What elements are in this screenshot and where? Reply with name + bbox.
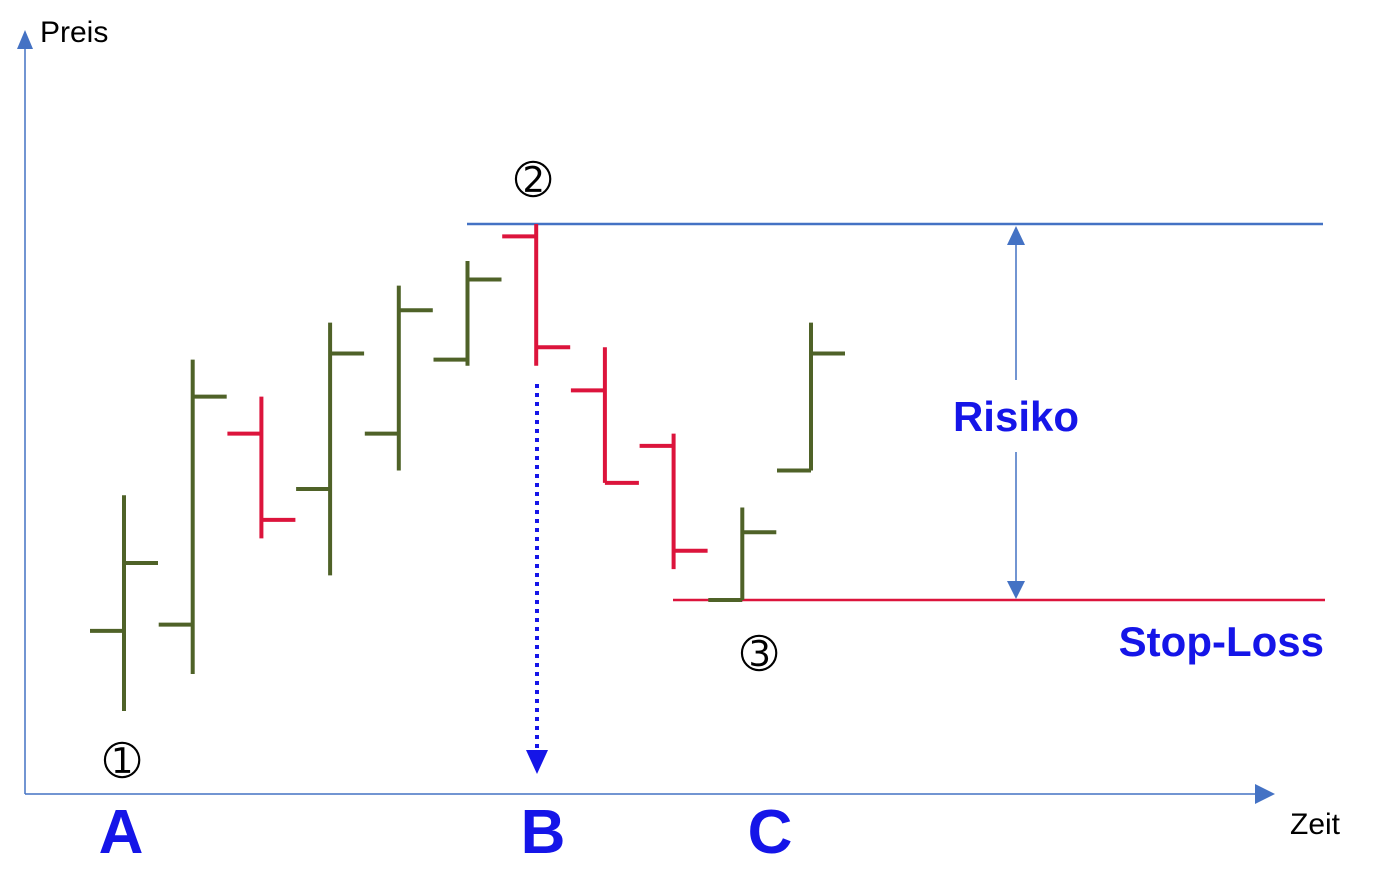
x-axis-arrow-icon bbox=[1255, 784, 1275, 804]
ohlc-bar bbox=[639, 433, 708, 570]
risk-arrow-down-icon bbox=[1007, 581, 1025, 599]
risk-label: Risiko bbox=[953, 393, 1079, 440]
point-label-a: A bbox=[99, 798, 144, 867]
ohlc-bar bbox=[90, 495, 158, 711]
marker-3: ➂ bbox=[741, 629, 778, 680]
dotted-arrow-head-icon bbox=[526, 750, 548, 774]
y-axis-label: Preis bbox=[40, 16, 108, 49]
ohlc-bar bbox=[570, 347, 639, 485]
ohlc-bar bbox=[777, 322, 845, 473]
ohlc-bars bbox=[90, 224, 845, 711]
risk-arrow-up-icon bbox=[1007, 226, 1025, 245]
ohlc-bar bbox=[502, 224, 571, 366]
ohlc-bar bbox=[158, 359, 227, 674]
ohlc-bar bbox=[296, 322, 365, 576]
point-label-b: B bbox=[521, 798, 566, 867]
stop-loss-label: Stop-Loss bbox=[1119, 618, 1324, 665]
ohlc-bar bbox=[433, 260, 502, 366]
marker-1: ➀ bbox=[104, 736, 141, 787]
marker-2: ➁ bbox=[515, 155, 552, 206]
y-axis-arrow-icon bbox=[17, 30, 33, 49]
ohlc-bar bbox=[708, 507, 777, 602]
point-label-c: C bbox=[748, 798, 793, 867]
ohlc-bar bbox=[364, 285, 433, 471]
x-axis-label: Zeit bbox=[1290, 808, 1341, 841]
ohlc-bar bbox=[227, 396, 296, 539]
